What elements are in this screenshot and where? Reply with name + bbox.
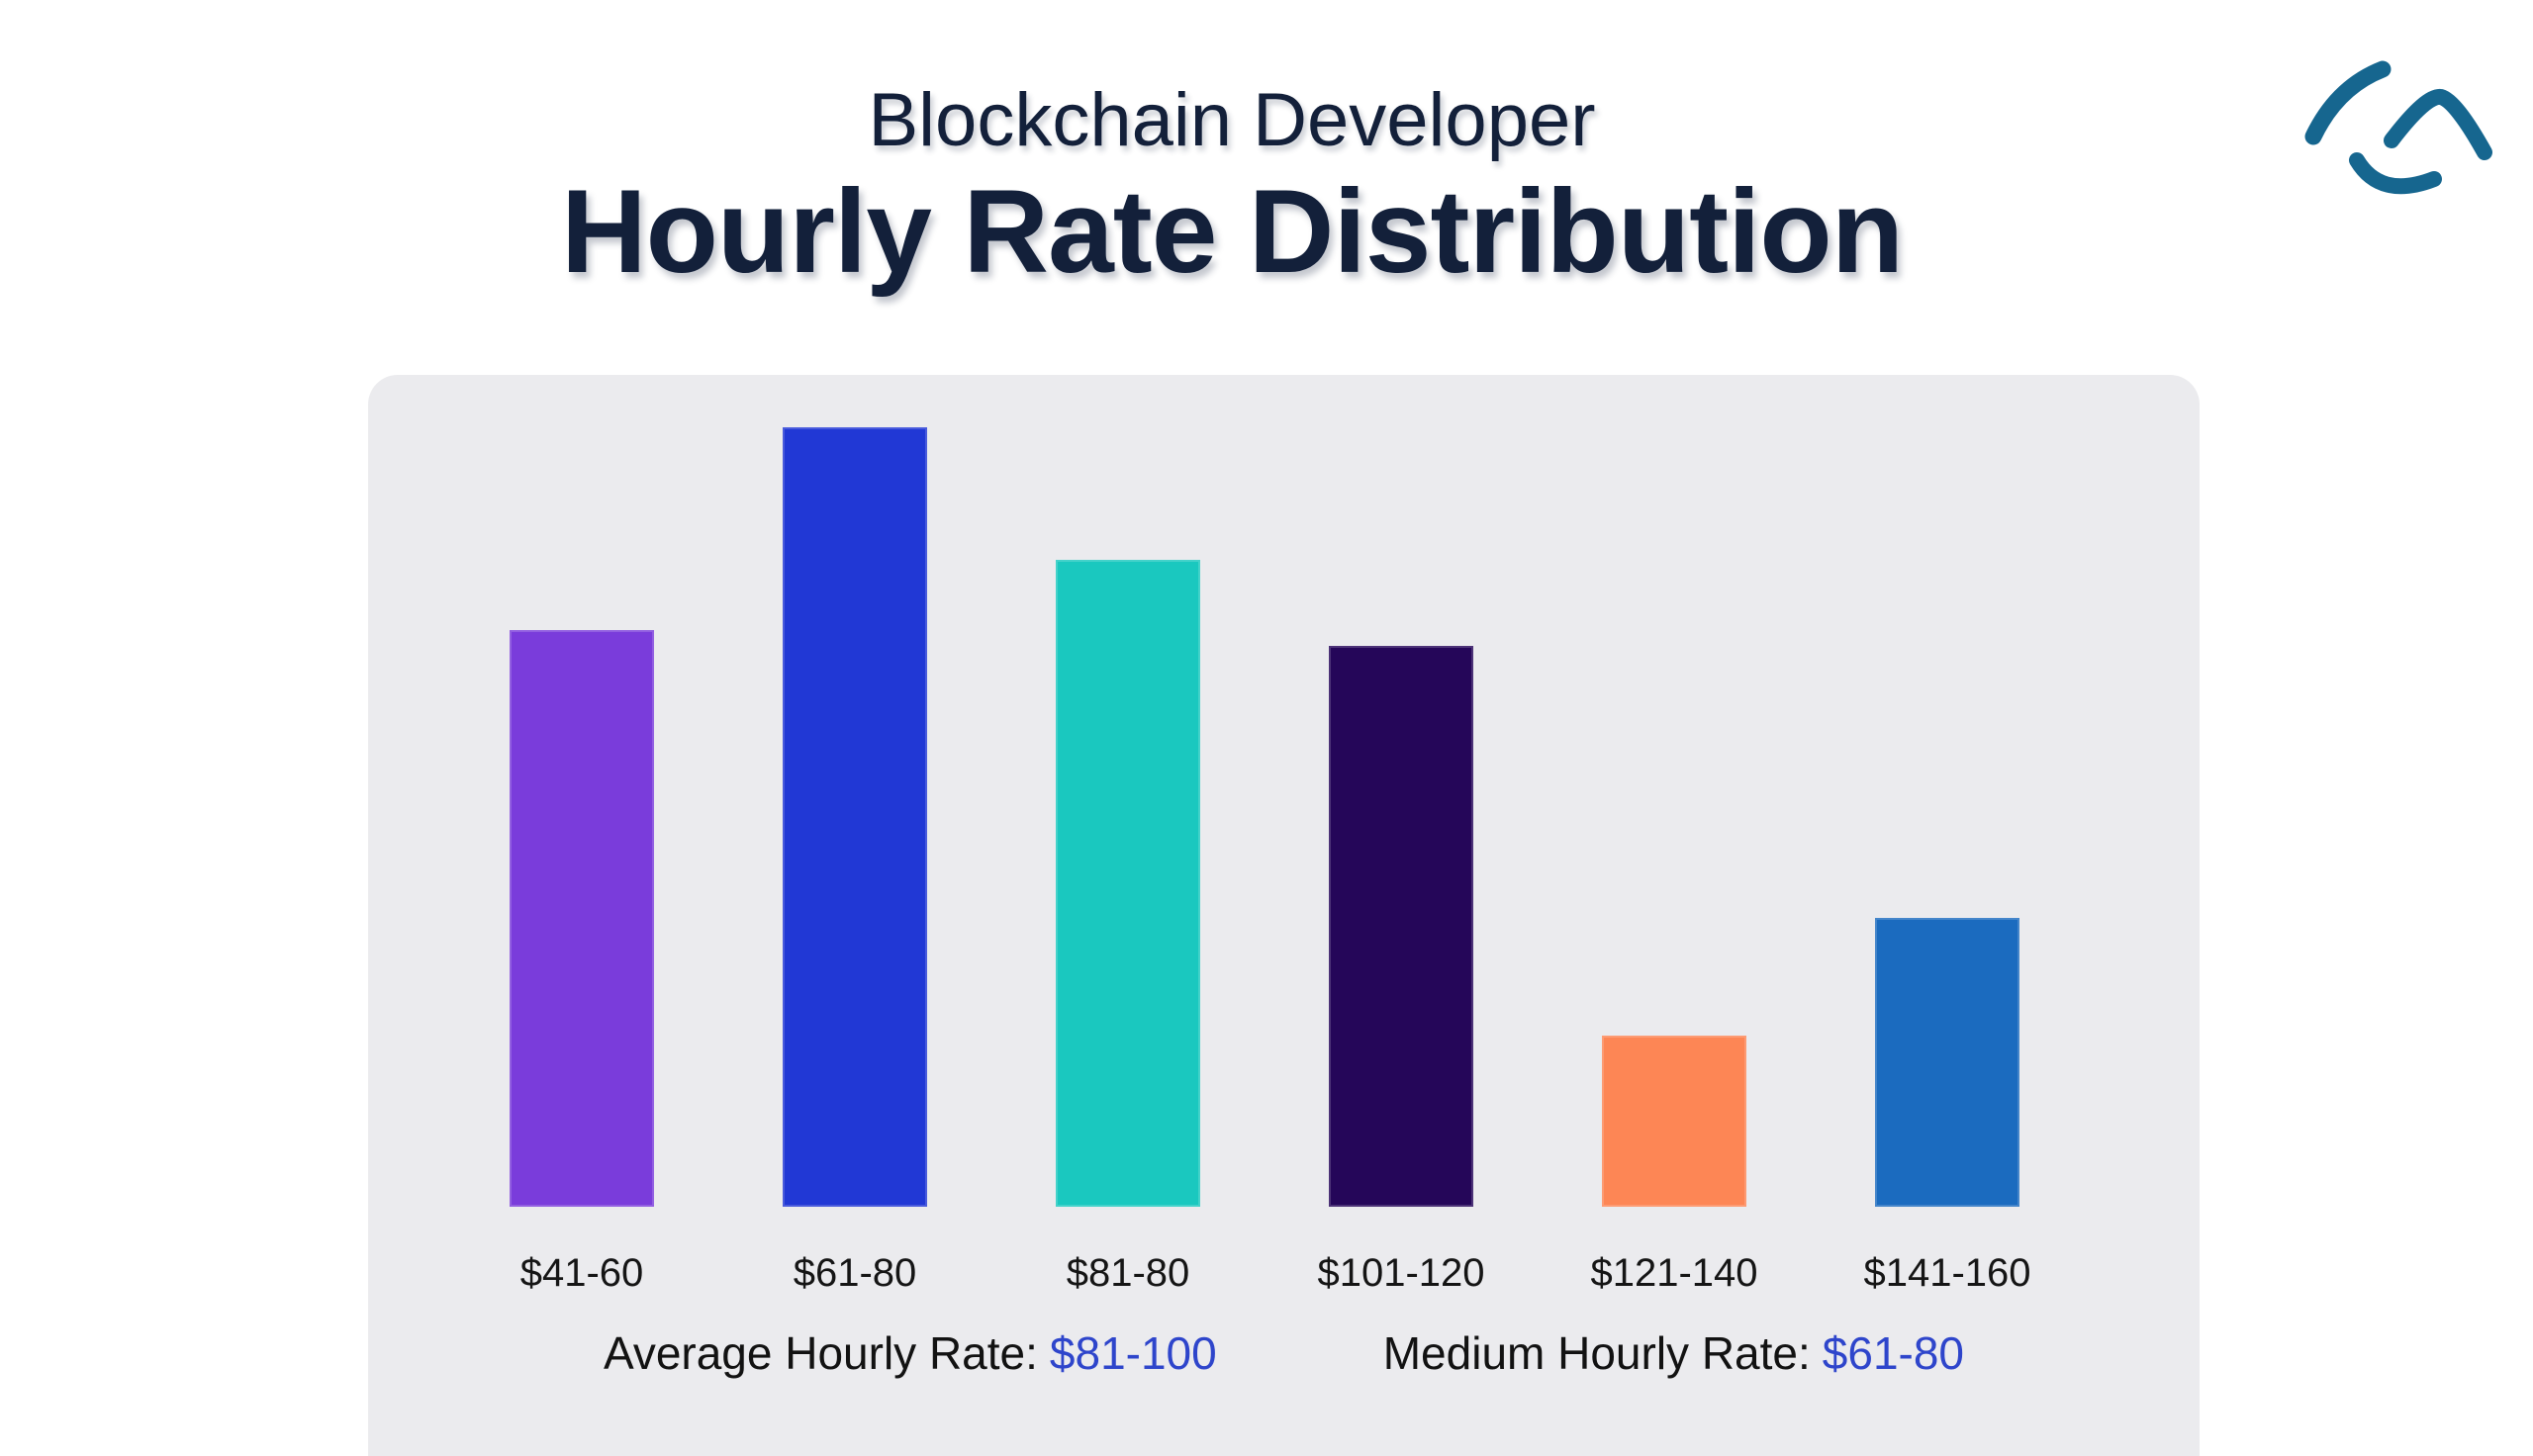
- bar-label-$41-60: $41-60: [519, 1251, 644, 1295]
- bar-$81-80: [1056, 560, 1200, 1207]
- medium-hourly-rate-value: $61-80: [1822, 1327, 1965, 1379]
- average-hourly-rate-value: $81-100: [1049, 1327, 1217, 1379]
- bar-label-$101-120: $101-120: [1317, 1251, 1485, 1295]
- bar-$41-60: [510, 630, 654, 1207]
- page-title-subtitle: Blockchain Developer: [868, 78, 1596, 162]
- bar-label-$61-80: $61-80: [793, 1251, 917, 1295]
- medium-hourly-rate: Medium Hourly Rate: $61-80: [1383, 1326, 1964, 1380]
- average-hourly-rate-label: Average Hourly Rate:: [603, 1327, 1038, 1379]
- bar-label-$141-160: $141-160: [1863, 1251, 2031, 1295]
- logo-stroke-smile: [2349, 152, 2442, 195]
- brand-logo-icon: [2304, 60, 2492, 195]
- stats-row: Average Hourly Rate: $81-100 Medium Hourl…: [368, 1326, 2200, 1380]
- logo-stroke-left-arc: [2304, 60, 2392, 145]
- page-title-main: Hourly Rate Distribution: [560, 165, 1904, 299]
- logo-stroke-chevron: [2384, 89, 2492, 160]
- average-hourly-rate: Average Hourly Rate: $81-100: [604, 1326, 1217, 1380]
- bar-$101-120: [1329, 646, 1473, 1207]
- bar-$141-160: [1875, 918, 2019, 1207]
- chart-panel: $41-60 $61-80 $81-80 $101-120 $121-140 $141-1…: [368, 375, 2200, 1456]
- bar-$61-80: [783, 427, 927, 1207]
- medium-hourly-rate-label: Medium Hourly Rate:: [1382, 1327, 1811, 1379]
- bar-$121-140: [1602, 1036, 1746, 1207]
- bar-label-$121-140: $121-140: [1590, 1251, 1758, 1295]
- bar-label-$81-80: $81-80: [1066, 1251, 1190, 1295]
- page-title: Blockchain Developer Hourly Rate Distrib…: [0, 77, 2464, 294]
